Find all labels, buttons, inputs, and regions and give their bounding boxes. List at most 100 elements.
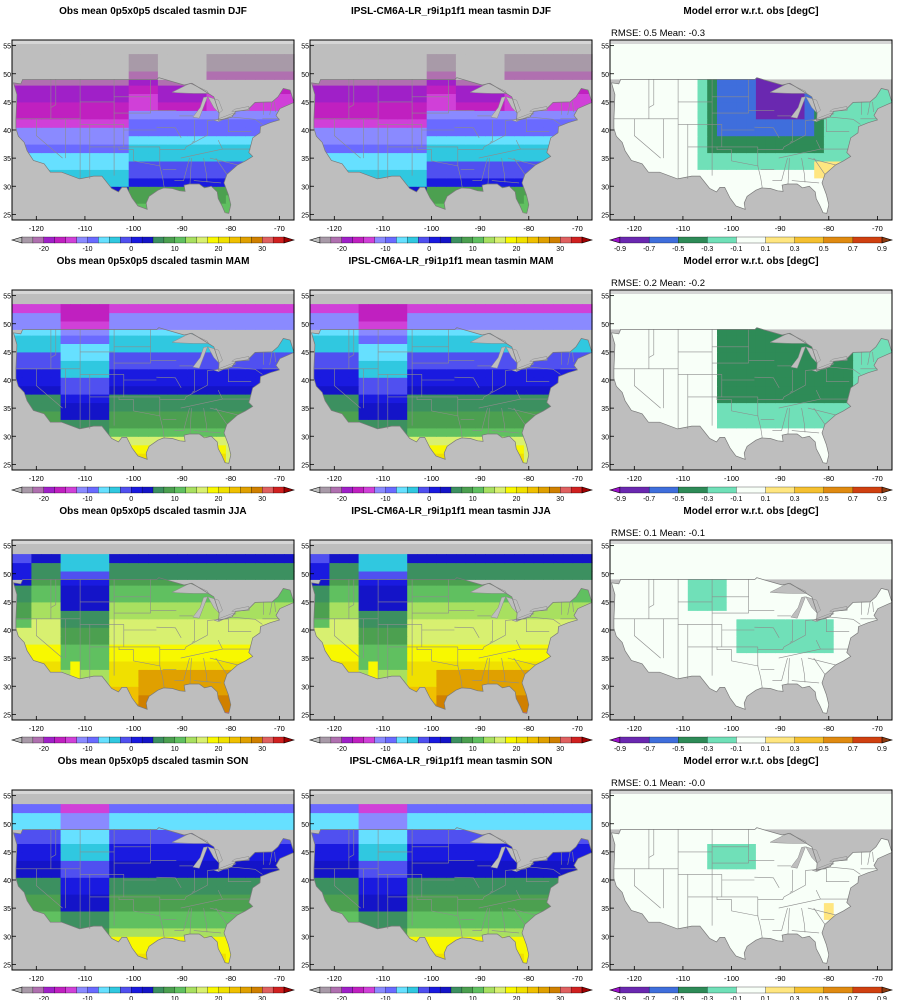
field-cell: [524, 321, 534, 330]
field-cell: [22, 571, 32, 580]
field-cell: [129, 619, 139, 628]
field-cell: [427, 313, 437, 322]
field-cell: [168, 136, 178, 145]
field-cell: [378, 85, 388, 94]
field-cell: [436, 54, 446, 63]
field-cell: [534, 119, 544, 128]
field-cell: [368, 369, 378, 378]
field-cell: [187, 377, 197, 386]
field-cell: [746, 394, 756, 403]
colorbar-tick-label: 30: [258, 496, 266, 503]
colorbar-max-arrow: [284, 737, 294, 743]
field-cell: [756, 411, 766, 420]
colorbar-swatch: [571, 237, 582, 243]
field-cell: [41, 563, 51, 572]
field-cell: [216, 386, 226, 395]
field-cell: [187, 352, 197, 361]
field-cell: [177, 610, 187, 619]
field-cell: [168, 610, 178, 619]
field-cell: [649, 144, 659, 153]
colorbar-swatch: [795, 487, 824, 493]
field-cell: [129, 386, 139, 395]
map-panel-djf-error: Model error w.r.t. obs [degC]25303540455…: [601, 6, 892, 253]
field-cell: [80, 554, 90, 563]
field-cell: [70, 127, 80, 136]
field-cell: [368, 321, 378, 330]
field-cell: [446, 304, 456, 313]
field-cell: [41, 352, 51, 361]
field-cell: [100, 585, 110, 594]
colorbar-min-arrow: [12, 487, 22, 493]
field-cell: [138, 610, 148, 619]
field-cell: [90, 144, 100, 153]
field-cell: [177, 369, 187, 378]
field-cell: [553, 71, 563, 80]
field-cell: [197, 153, 207, 162]
field-cell: [639, 110, 649, 119]
field-cell: [475, 313, 485, 322]
field-cell: [756, 127, 766, 136]
field-cell: [688, 161, 698, 170]
field-cell: [138, 54, 148, 63]
field-cell: [727, 428, 737, 437]
field-cell: [514, 127, 524, 136]
field-cell: [320, 369, 330, 378]
field-cell: [785, 102, 795, 111]
field-cell: [320, 352, 330, 361]
field-cell: [388, 63, 398, 72]
field-cell: [61, 554, 71, 563]
field-cell: [805, 110, 815, 119]
field-cell: [824, 403, 834, 412]
field-cell: [388, 93, 398, 102]
field-cell: [775, 352, 785, 361]
field-cell: [148, 602, 158, 611]
field-cell: [148, 136, 158, 145]
field-cell: [129, 71, 139, 80]
field-cell: [495, 119, 505, 128]
field-cell: [359, 161, 369, 170]
field-cell: [177, 593, 187, 602]
field-cell: [177, 360, 187, 369]
field-cell: [736, 428, 746, 437]
field-cell: [158, 169, 168, 178]
field-cell: [368, 304, 378, 313]
field-cell: [90, 571, 100, 580]
field-cell: [148, 169, 158, 178]
field-cell: [148, 178, 158, 187]
colorbar-swatch: [98, 737, 109, 743]
field-cell: [746, 369, 756, 378]
field-cell: [427, 136, 437, 145]
field-cell: [417, 386, 427, 395]
field-cell: [466, 153, 476, 162]
field-cell: [368, 119, 378, 128]
field-cell: [417, 71, 427, 80]
field-cell: [51, 110, 61, 119]
field-cell: [466, 360, 476, 369]
field-cell: [100, 161, 110, 170]
field-cell: [70, 602, 80, 611]
field-cell: [534, 321, 544, 330]
colorbar-swatch: [560, 487, 571, 493]
field-cell: [168, 127, 178, 136]
colorbar-tick-label: 0.7: [848, 496, 858, 503]
field-cell: [698, 127, 708, 136]
field-cell: [417, 178, 427, 187]
colorbar-swatch: [396, 237, 407, 243]
field-cell: [427, 110, 437, 119]
field-cell: [698, 386, 708, 395]
field-cell: [698, 343, 708, 352]
field-cell: [388, 343, 398, 352]
field-cell: [475, 377, 485, 386]
field-cell: [378, 377, 388, 386]
lon-tick-label: -120: [327, 474, 342, 483]
field-cell: [138, 669, 148, 678]
field-cell: [138, 304, 148, 313]
field-cell: [359, 71, 369, 80]
field-cell: [388, 321, 398, 330]
field-cell: [207, 377, 217, 386]
field-cell: [678, 93, 688, 102]
field-cell: [727, 343, 737, 352]
colorbar-tick-label: 0.1: [761, 246, 771, 253]
field-cell: [688, 102, 698, 111]
field-cell: [80, 71, 90, 80]
